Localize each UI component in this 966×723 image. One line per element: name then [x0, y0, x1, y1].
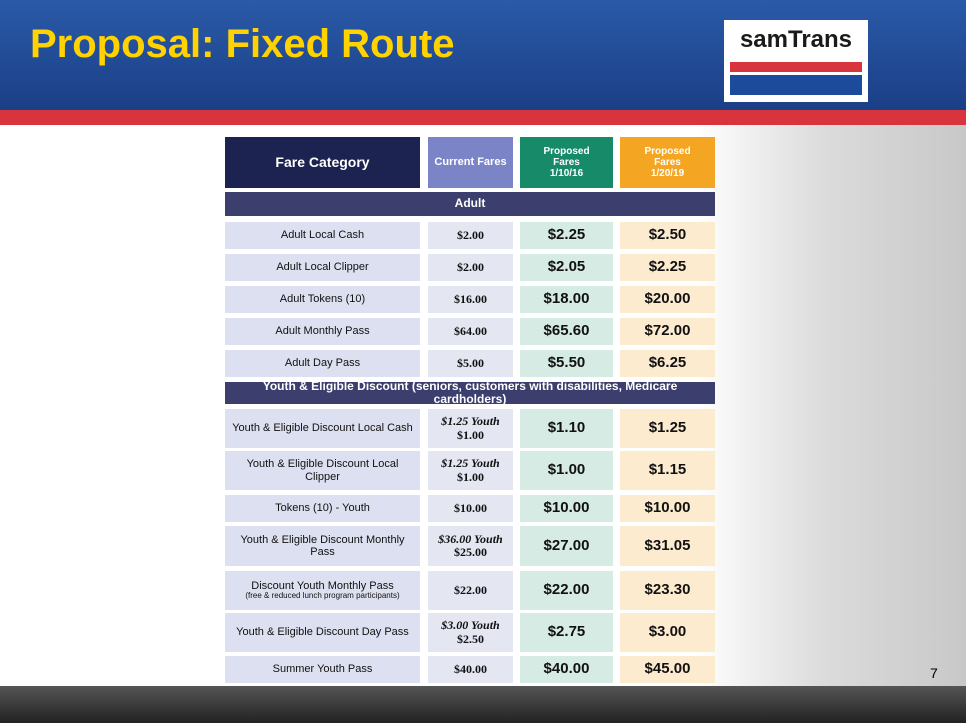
proposed-2016: $2.75: [520, 613, 613, 652]
proposed-2016: $18.00: [520, 286, 613, 313]
current-fare: $1.25 Youth $1.00: [428, 409, 513, 448]
category-note: (free & reduced lunch program participan…: [245, 591, 400, 601]
header-line: 1/20/19: [650, 168, 685, 179]
current-youth-fare: $36.00 Youth: [438, 531, 503, 546]
current-fare: $64.00: [428, 318, 513, 345]
current-fare-value: $2.50: [457, 631, 484, 646]
category-label: Youth & Eligible Discount Monthly Pass: [240, 533, 405, 558]
logo: samTrans: [724, 20, 868, 102]
current-fare-value: $25.00: [454, 545, 487, 559]
proposed-2019: $23.30: [620, 571, 715, 610]
proposed-2019: $3.00: [620, 613, 715, 652]
current-fare-value: $5.00: [457, 355, 484, 370]
header-line: 1/10/16: [549, 168, 584, 179]
proposed-2016: $1.10: [520, 409, 613, 448]
proposed-2019: $20.00: [620, 286, 715, 313]
current-fare: $40.00: [428, 656, 513, 683]
fare-category: Summer Youth Pass: [225, 656, 420, 683]
current-fare-value: $64.00: [454, 323, 487, 338]
header-line: Fare Category: [275, 153, 370, 170]
category-label: Youth & Eligible Discount Local Cash: [232, 422, 413, 435]
proposed-2019: $1.25: [620, 409, 715, 448]
header-line: Fares: [654, 157, 681, 168]
current-fare-value: $40.00: [454, 661, 487, 676]
header-line: Proposed: [644, 146, 691, 157]
proposed-2019: $10.00: [620, 495, 715, 522]
current-fare-value: $10.00: [454, 500, 487, 515]
category-label: Tokens (10) - Youth: [275, 502, 370, 515]
proposed-2019: $2.25: [620, 254, 715, 281]
fare-category: Adult Monthly Pass: [225, 318, 420, 345]
current-youth-fare: $1.25 Youth: [441, 456, 500, 471]
current-fare: $5.00: [428, 350, 513, 377]
header-line: Proposed: [543, 146, 590, 157]
proposed-2019: $1.15: [620, 451, 715, 490]
category-label: Adult Tokens (10): [279, 293, 366, 306]
proposed-2019: $2.50: [620, 222, 715, 249]
category-label: Adult Monthly Pass: [275, 325, 370, 338]
proposed-2016: $65.60: [520, 318, 613, 345]
header-line: Current Fares: [434, 156, 507, 169]
current-fare-value: $16.00: [454, 291, 487, 306]
proposed-2016: $27.00: [520, 526, 613, 566]
proposed-2019: $6.25: [620, 350, 715, 377]
fare-category: Adult Tokens (10): [225, 286, 420, 313]
proposed-2016: $2.05: [520, 254, 613, 281]
current-fare: $16.00: [428, 286, 513, 313]
category-label: Adult Local Cash: [280, 229, 365, 242]
bottom-bar: [0, 686, 966, 723]
column-header: Proposed Fares 1/10/16: [520, 137, 613, 188]
stripe: [0, 110, 966, 125]
section-header: Adult: [225, 192, 715, 216]
current-fare: $1.25 Youth $1.00: [428, 451, 513, 490]
category-label: Youth & Eligible Discount Day Pass: [236, 626, 409, 639]
proposed-2016: $10.00: [520, 495, 613, 522]
current-youth-fare: $1.25 Youth: [441, 414, 500, 429]
proposed-2016: $2.25: [520, 222, 613, 249]
proposed-2016: $22.00: [520, 571, 613, 610]
current-fare-value: $22.00: [454, 582, 487, 597]
category-label: Adult Local Clipper: [276, 261, 369, 274]
column-header: Fare Category: [225, 137, 420, 188]
fare-category: Adult Local Clipper: [225, 254, 420, 281]
proposed-2019: $72.00: [620, 318, 715, 345]
proposed-2016: $40.00: [520, 656, 613, 683]
logo-text: samTrans: [739, 26, 853, 53]
category-label: Summer Youth Pass: [272, 663, 373, 676]
current-fare: $10.00: [428, 495, 513, 522]
column-header: Current Fares: [428, 137, 513, 188]
fare-category: Tokens (10) - Youth: [225, 495, 420, 522]
current-fare-value: $1.00: [457, 469, 484, 484]
section-header: Youth & Eligible Discount (seniors, cust…: [225, 379, 715, 406]
current-fare: $36.00 Youth $25.00: [428, 526, 513, 566]
current-fare: $22.00: [428, 571, 513, 610]
category-label: Discount Youth Monthly Pass: [251, 580, 394, 593]
fare-category: Adult Local Cash: [225, 222, 420, 249]
proposed-2019: $31.05: [620, 526, 715, 566]
proposed-2016: $5.50: [520, 350, 613, 377]
category-label: Adult Day Pass: [284, 357, 361, 370]
current-fare-value: $2.00: [457, 227, 484, 242]
fare-category: Youth & Eligible Discount Local Cash: [225, 409, 420, 448]
current-fare: $2.00: [428, 254, 513, 281]
title: Proposal: Fixed Route: [30, 22, 455, 66]
category-label: Youth & Eligible Discount Local Clipper: [246, 458, 399, 483]
fare-category: Adult Day Pass: [225, 350, 420, 377]
current-fare-value: $2.00: [457, 259, 484, 274]
fare-category: Youth & Eligible Discount Local Clipper: [225, 451, 420, 490]
page-number: 7: [930, 665, 938, 681]
column-header: Proposed Fares 1/20/19: [620, 137, 715, 188]
header-line: Fares: [553, 157, 580, 168]
fare-category: Discount Youth Monthly Pass (free & reduc…: [225, 571, 420, 610]
current-fare-value: $1.00: [457, 427, 484, 442]
current-youth-fare: $3.00 Youth: [441, 618, 500, 633]
current-fare: $2.00: [428, 222, 513, 249]
proposed-2016: $1.00: [520, 451, 613, 490]
proposed-2019: $45.00: [620, 656, 715, 683]
fare-category: Youth & Eligible Discount Day Pass: [225, 613, 420, 652]
current-fare: $3.00 Youth $2.50: [428, 613, 513, 652]
fare-category: Youth & Eligible Discount Monthly Pass: [225, 526, 420, 566]
